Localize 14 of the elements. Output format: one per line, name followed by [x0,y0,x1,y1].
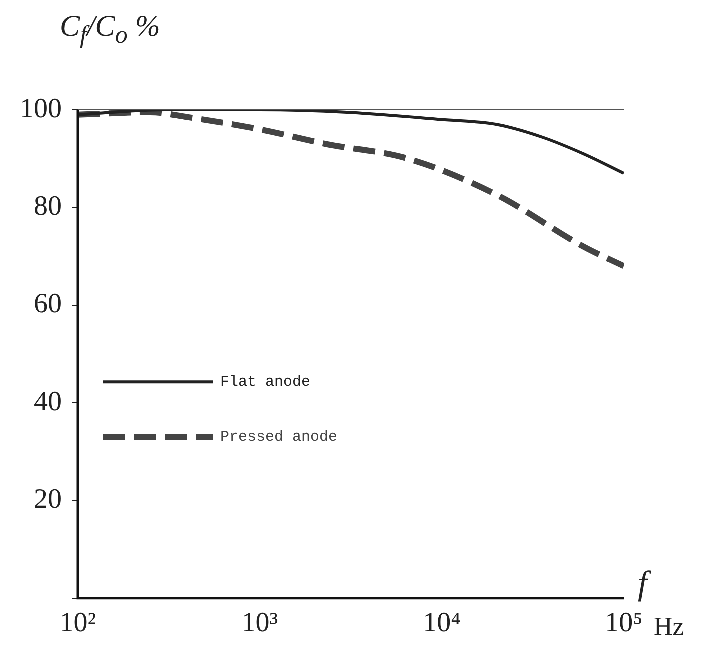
x-tick-label: 10⁵ [605,608,643,639]
text: Hz [654,612,684,642]
y-axis-title: C$_{f}$/C$_{o}$ % [60,10,160,50]
y-tick-label: 80 [34,191,62,222]
x-tick-label: 10² [60,608,96,639]
x-tick-label: 10³ [242,608,278,639]
y-tick-label: 100 [20,93,62,124]
x-axis-title: f [638,565,652,602]
y-tick-label: 20 [34,484,62,516]
y-tick-label: 40 [34,386,62,418]
y-tick-label: 60 [34,288,62,320]
x-tick-label: 10⁴ [423,608,461,639]
text: Flat anode [220,374,311,392]
text: Pressed anode [220,429,338,446]
